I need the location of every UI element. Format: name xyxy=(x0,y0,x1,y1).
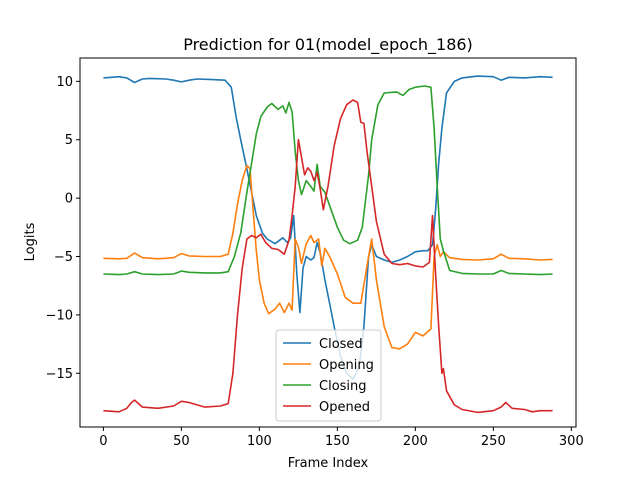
y-tick-label: −15 xyxy=(46,367,73,382)
x-tick-label: 300 xyxy=(559,434,584,449)
y-tick-label: −5 xyxy=(54,250,73,265)
series-line-closed xyxy=(103,75,553,380)
x-tick-label: 250 xyxy=(481,434,506,449)
y-tick-label: 10 xyxy=(56,75,73,90)
legend-label-closed: Closed xyxy=(319,337,363,352)
y-tick-label: 5 xyxy=(65,133,73,148)
x-axis-label: Frame Index xyxy=(288,456,369,471)
y-axis: −15 −10 −5 0 5 10 xyxy=(46,75,80,382)
x-tick-label: 0 xyxy=(99,434,107,449)
legend-label-closing: Closing xyxy=(319,379,367,394)
legend-box xyxy=(275,329,382,422)
legend-label-opening: Opening xyxy=(319,358,374,373)
x-axis: 0 50 100 150 200 250 300 xyxy=(99,427,584,449)
plot-frame xyxy=(79,57,577,428)
y-axis-label: Logits xyxy=(23,222,38,261)
chart-title: Prediction for 01(model_epoch_186) xyxy=(183,35,473,55)
x-tick-label: 50 xyxy=(173,434,190,449)
legend-label-opened: Opened xyxy=(319,400,370,415)
series-line-opened xyxy=(103,99,553,414)
x-tick-label: 100 xyxy=(247,434,272,449)
y-tick-label: 0 xyxy=(65,192,73,207)
y-tick-label: −10 xyxy=(46,308,73,323)
legend: Closed Opening Closing Opened xyxy=(275,329,382,422)
x-tick-label: 200 xyxy=(403,434,428,449)
plot-area xyxy=(79,57,577,428)
series-layer xyxy=(103,75,553,414)
series-line-closing xyxy=(103,85,553,276)
series-line-opening xyxy=(103,164,553,350)
x-tick-label: 150 xyxy=(325,434,350,449)
